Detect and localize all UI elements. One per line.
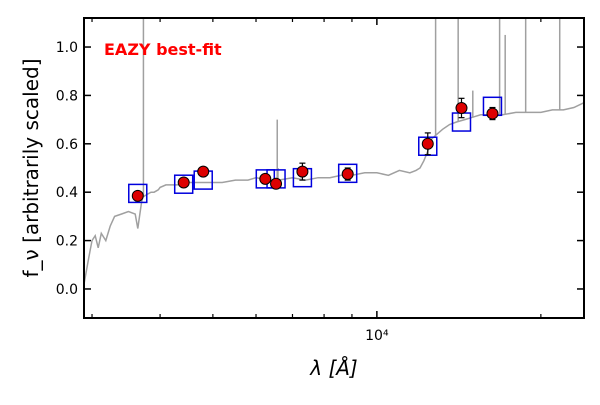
observed-flux-point [296,165,309,178]
model-flux-box [173,174,194,194]
y-tick-label: 0.8 [56,88,78,104]
template-continuum [84,102,584,285]
observed-flux-point [486,107,499,120]
plot-frame [83,17,585,319]
y-tick-label: 0.6 [56,137,78,153]
observed-layer [131,97,499,202]
x-axis-label: λ [Å] [309,356,357,380]
x-tick-label: 10⁴ [365,328,389,344]
observed-flux-point [177,176,190,189]
y-axis-label: f_ν [arbitrarily scaled] [19,59,43,278]
model-flux-box [337,163,358,184]
fit-annotation: EAZY best-fit [104,40,222,59]
y-tick-label: 0.0 [56,282,78,298]
observed-flux-point [270,177,283,190]
y-tick-label: 0.2 [56,234,78,250]
model-flux-box [128,183,148,204]
observed-flux-point [197,165,210,178]
observed-flux-point [421,137,434,150]
observed-flux-point [131,189,144,202]
y-tick-label: 0.4 [56,185,78,201]
observed-flux-point [341,168,354,181]
y-tick-label: 1.0 [56,40,78,56]
observed-flux-point [259,172,272,185]
observed-flux-point [455,102,468,114]
tick-layer: 0.0 0.2 0.4 0.6 0.8 1.0 10⁴ [56,18,584,344]
